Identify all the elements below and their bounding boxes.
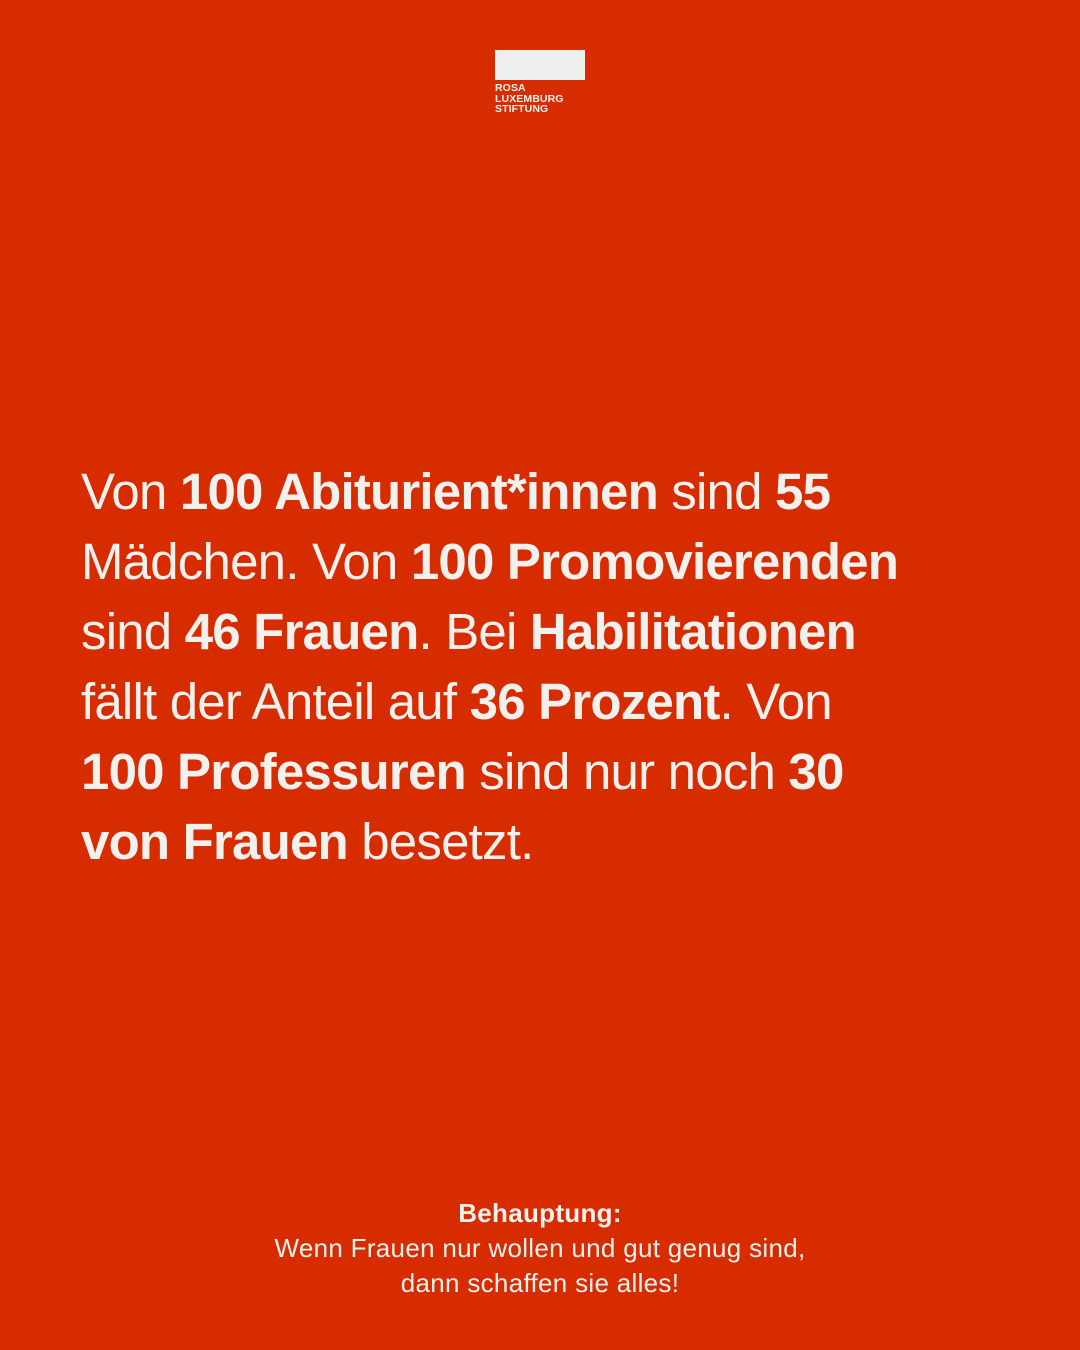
statement-emphasis: 46 Frauen	[184, 603, 420, 660]
statement-line: Mädchen. Von 100 Promovierenden	[81, 527, 1001, 597]
statement-segment: . Bei	[418, 603, 530, 660]
statement-segment: sind	[81, 603, 185, 660]
statement-line: von Frauen besetzt.	[81, 807, 1001, 877]
statement-text: Von 100 Abiturient*innen sind 55 Mädchen.…	[81, 457, 1001, 877]
statement-segment: fällt der Anteil auf	[81, 673, 470, 730]
logo-text-line: LUXEMBURG	[495, 92, 564, 105]
claim-line: Wenn Frauen nur wollen und gut genug sin…	[274, 1233, 806, 1263]
statement-emphasis: 100 Professuren	[81, 743, 467, 800]
statement-segment: Von	[81, 463, 180, 520]
logo-block	[495, 50, 585, 80]
claim-heading: Behauptung:	[458, 1198, 622, 1228]
statement-segment: sind	[657, 463, 776, 520]
statement-line: sind 46 Frauen. Bei Habilitationen	[81, 597, 1001, 667]
rosa-luxemburg-stiftung-logo: ROSA LUXEMBURG STIFTUNG	[495, 50, 585, 115]
statement-emphasis: 100 Abiturient*innen	[179, 463, 659, 520]
statement-emphasis: von Frauen	[81, 813, 349, 870]
statement-segment: . Von	[719, 673, 833, 730]
statement-emphasis: 30	[788, 743, 844, 800]
statement-emphasis: 100 Promovierenden	[410, 533, 899, 590]
claim-block: Behauptung: Wenn Frauen nur wollen und g…	[0, 1196, 1080, 1301]
statement-segment: sind nur noch	[465, 743, 789, 800]
statement-line: Von 100 Abiturient*innen sind 55	[81, 457, 1001, 527]
claim-line: dann schaffen sie alles!	[400, 1268, 680, 1298]
logo-text-line: ROSA	[495, 82, 526, 94]
statement-emphasis: Habilitationen	[529, 603, 857, 660]
statement-line: 100 Professuren sind nur noch 30	[81, 737, 1001, 807]
statement-emphasis: 55	[775, 463, 831, 520]
statement-segment: Mädchen. Von	[81, 533, 411, 590]
statement-emphasis: 36 Prozent	[469, 673, 721, 730]
logo-text-line: STIFTUNG	[495, 103, 549, 115]
statement-segment: besetzt.	[347, 813, 534, 870]
statement-line: fällt der Anteil auf 36 Prozent. Von	[81, 667, 1001, 737]
